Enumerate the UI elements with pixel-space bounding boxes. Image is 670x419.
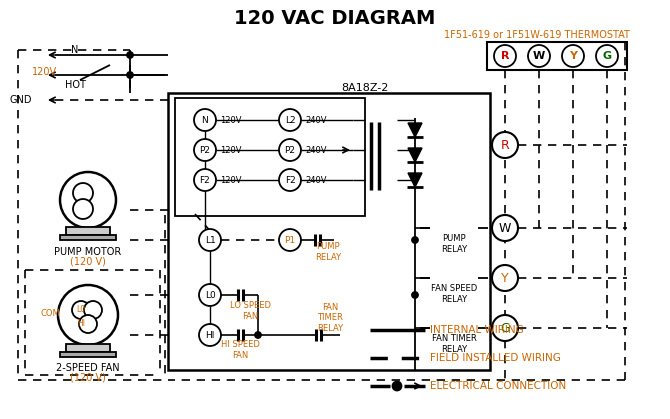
- Text: 120 VAC DIAGRAM: 120 VAC DIAGRAM: [234, 8, 436, 28]
- Text: 1F51-619 or 1F51W-619 THERMOSTAT: 1F51-619 or 1F51W-619 THERMOSTAT: [444, 30, 630, 40]
- Circle shape: [73, 183, 93, 203]
- Text: 120V: 120V: [220, 145, 242, 155]
- Polygon shape: [408, 148, 422, 162]
- Text: 240V: 240V: [306, 145, 327, 155]
- Circle shape: [194, 169, 216, 191]
- Text: N: N: [71, 45, 78, 55]
- Text: INTERNAL WIRING: INTERNAL WIRING: [430, 325, 524, 335]
- Text: G: G: [602, 51, 612, 61]
- Circle shape: [199, 324, 221, 346]
- Text: R: R: [500, 51, 509, 61]
- Circle shape: [199, 284, 221, 306]
- Text: HI: HI: [205, 331, 214, 339]
- Polygon shape: [408, 123, 422, 137]
- Circle shape: [60, 172, 116, 228]
- Text: F2: F2: [285, 176, 295, 184]
- Text: 120V: 120V: [220, 176, 242, 184]
- Text: L0: L0: [204, 290, 215, 300]
- Text: 120V: 120V: [220, 116, 242, 124]
- Circle shape: [194, 109, 216, 131]
- Text: W: W: [498, 222, 511, 235]
- Bar: [175, 98, 365, 216]
- Circle shape: [596, 45, 618, 67]
- Circle shape: [84, 301, 102, 319]
- Circle shape: [279, 169, 301, 191]
- Text: HI: HI: [77, 320, 85, 328]
- Text: HI SPEED
FAN: HI SPEED FAN: [220, 340, 259, 360]
- Text: FAN SPEED
RELAY: FAN SPEED RELAY: [431, 285, 477, 304]
- Circle shape: [562, 45, 584, 67]
- Text: L0: L0: [76, 305, 86, 315]
- Text: 240V: 240V: [306, 116, 327, 124]
- Text: HOT: HOT: [64, 80, 86, 90]
- Circle shape: [528, 45, 550, 67]
- Circle shape: [492, 265, 518, 291]
- Text: F2: F2: [200, 176, 210, 184]
- Text: LO SPEED
FAN: LO SPEED FAN: [230, 301, 271, 321]
- Text: R: R: [500, 139, 509, 152]
- Circle shape: [494, 45, 516, 67]
- Bar: [66, 227, 110, 235]
- Text: 2-SPEED FAN: 2-SPEED FAN: [56, 363, 120, 373]
- Text: (120 V): (120 V): [70, 373, 106, 383]
- Text: P1: P1: [285, 235, 295, 245]
- Circle shape: [492, 215, 518, 241]
- Circle shape: [58, 285, 118, 345]
- Circle shape: [72, 301, 90, 319]
- Circle shape: [279, 109, 301, 131]
- Text: GND: GND: [9, 95, 32, 105]
- Polygon shape: [408, 173, 422, 187]
- Circle shape: [412, 292, 418, 298]
- Text: 240V: 240V: [306, 176, 327, 184]
- Bar: [60, 235, 116, 240]
- Bar: [66, 344, 110, 352]
- Circle shape: [412, 237, 418, 243]
- Circle shape: [393, 382, 401, 391]
- Circle shape: [492, 315, 518, 341]
- Circle shape: [279, 229, 301, 251]
- Circle shape: [73, 199, 93, 219]
- Text: FAN
TIMER
RELAY: FAN TIMER RELAY: [317, 303, 343, 333]
- Text: P2: P2: [285, 145, 295, 155]
- Text: COM: COM: [40, 308, 60, 318]
- Text: 8A18Z-2: 8A18Z-2: [341, 83, 389, 93]
- Text: PUMP MOTOR: PUMP MOTOR: [54, 247, 122, 257]
- Bar: [487, 42, 627, 70]
- Circle shape: [279, 139, 301, 161]
- Text: (120 V): (120 V): [70, 257, 106, 267]
- Circle shape: [127, 52, 133, 58]
- Text: P2: P2: [200, 145, 210, 155]
- Text: G: G: [500, 321, 510, 334]
- Circle shape: [194, 139, 216, 161]
- Circle shape: [127, 72, 133, 78]
- Text: L1: L1: [204, 235, 215, 245]
- Circle shape: [255, 332, 261, 338]
- Text: L2: L2: [285, 116, 295, 124]
- Circle shape: [492, 132, 518, 158]
- Text: Y: Y: [501, 272, 509, 285]
- Bar: [168, 93, 490, 370]
- Bar: [60, 352, 116, 357]
- Text: ELECTRICAL CONNECTION: ELECTRICAL CONNECTION: [430, 381, 566, 391]
- Text: FIELD INSTALLED WIRING: FIELD INSTALLED WIRING: [430, 353, 561, 363]
- Text: PUMP
RELAY: PUMP RELAY: [441, 234, 467, 253]
- Text: N: N: [202, 116, 208, 124]
- Text: PUMP
RELAY: PUMP RELAY: [315, 242, 341, 262]
- Text: W: W: [533, 51, 545, 61]
- Text: 120V: 120V: [32, 67, 57, 77]
- Circle shape: [199, 229, 221, 251]
- Text: Y: Y: [569, 51, 577, 61]
- Circle shape: [79, 315, 97, 333]
- Text: FAN TIMER
RELAY: FAN TIMER RELAY: [431, 334, 476, 354]
